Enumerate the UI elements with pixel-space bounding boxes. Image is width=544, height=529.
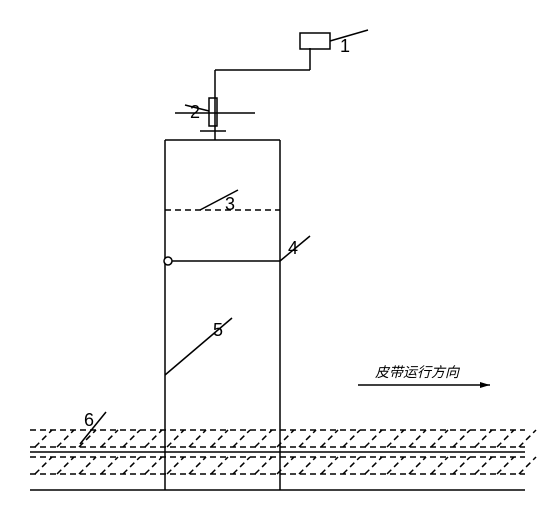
- belt-direction-label: 皮带运行方向: [375, 362, 459, 382]
- callout-label-6: 6: [84, 410, 94, 431]
- callout-label-5: 5: [213, 320, 223, 341]
- callout-label-2: 2: [190, 102, 200, 123]
- callout-label-1: 1: [340, 36, 350, 57]
- callout-label-3: 3: [225, 194, 235, 215]
- callout-label-4: 4: [288, 238, 298, 259]
- diagram-canvas: [0, 0, 544, 529]
